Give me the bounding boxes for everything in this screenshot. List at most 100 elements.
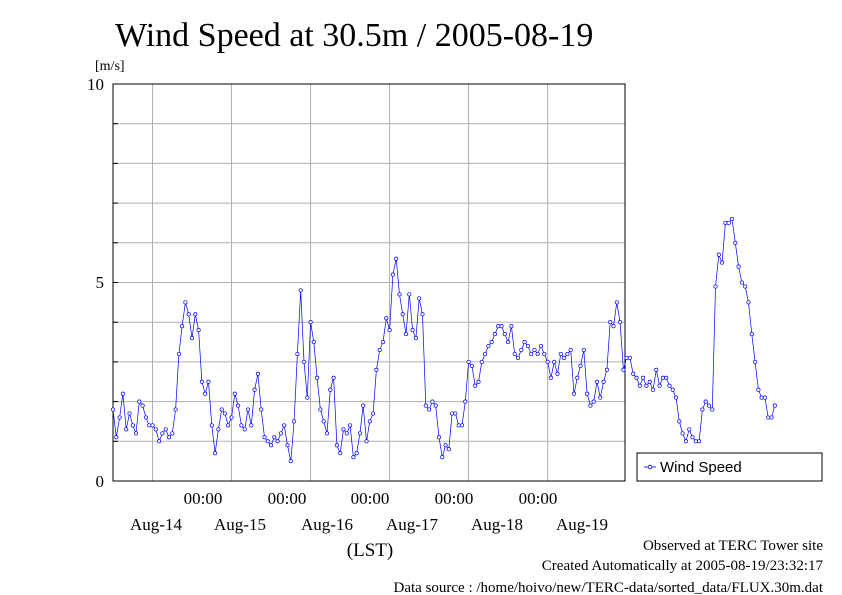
data-point [654,367,659,372]
data-point [706,403,712,408]
data-point [397,292,402,297]
data-point [311,340,316,345]
y-axis-unit-label: [m/s] [95,59,125,74]
data-point [499,324,504,329]
data-point [427,407,432,412]
data-point [565,351,570,357]
data-point [552,359,557,364]
data-point [762,395,767,400]
data-point [430,399,435,404]
data-point [690,435,695,440]
data-point [677,419,682,424]
data-point [687,427,692,432]
data-point [176,351,181,357]
data-point [150,423,155,428]
legend-marker-swatch [647,464,653,470]
data-point [295,351,300,357]
data-point [443,443,448,448]
data-point [545,359,550,364]
data-point [680,431,685,436]
data-point [394,256,399,261]
data-point [548,375,553,380]
data-point [110,407,116,412]
data-point [114,435,119,440]
y-tick-label-0: 0 [96,472,105,491]
data-point [400,312,405,317]
x-time-tick-label: 00:00 [435,489,474,508]
data-point [255,371,260,376]
data-point [367,419,372,424]
data-point [180,324,185,329]
data-point [473,383,478,388]
data-point [729,216,735,222]
data-point [163,427,168,432]
data-point [209,423,214,428]
chart-title: Wind Speed at 30.5m / 2005-08-19 [115,17,593,54]
data-point [133,431,139,436]
data-point [697,439,702,444]
data-point [193,312,198,317]
data-point [733,240,738,245]
data-point [357,431,362,436]
data-point [703,399,708,404]
data-point [341,427,346,432]
data-point [285,443,290,448]
data-point [407,292,412,297]
data-point [739,280,744,285]
data-point [413,336,418,341]
data-point [683,439,688,444]
data-point [634,375,639,380]
data-point [581,347,586,353]
data-point [226,423,231,428]
data-point [268,443,274,448]
data-point [137,399,142,404]
data-point [453,411,458,416]
data-point [502,332,507,337]
data-point [252,387,257,392]
data-point [242,427,247,432]
data-point [759,395,764,400]
data-point [380,340,386,345]
data-point [222,411,227,416]
data-point [743,284,748,289]
data-point [657,383,662,388]
data-point [700,407,705,412]
data-point [647,379,652,384]
data-point [492,332,497,337]
x-time-tick-label: 00:00 [184,489,223,508]
data-point [130,423,135,428]
data-point [496,324,501,329]
data-point [384,316,389,321]
data-point [529,351,534,357]
data-point [433,403,438,408]
data-point [608,320,613,325]
data-point [440,455,445,460]
data-point [463,399,468,404]
data-point [272,435,277,440]
data-point [387,328,392,333]
data-point [588,403,593,408]
data-point [644,383,649,388]
data-point [371,411,376,416]
data-point [331,375,336,380]
data-point [598,395,603,400]
data-point [766,415,771,420]
data-point [259,407,264,412]
data-point [726,220,731,225]
legend: Wind Speed [636,452,823,482]
footer-created: Created Automatically at 2005-08-19/23:3… [542,558,824,574]
data-point [170,431,175,436]
x-date-label: Aug-19 [556,515,608,534]
data-point [459,423,465,428]
data-point [522,340,527,345]
data-point [558,351,563,357]
data-point [506,340,511,345]
data-point [348,423,353,428]
data-point [476,379,481,384]
data-point [196,328,201,333]
data-point [456,423,461,428]
data-point [614,300,619,305]
plot-frame [112,83,626,482]
data-point [186,312,191,317]
data-point [621,367,626,372]
